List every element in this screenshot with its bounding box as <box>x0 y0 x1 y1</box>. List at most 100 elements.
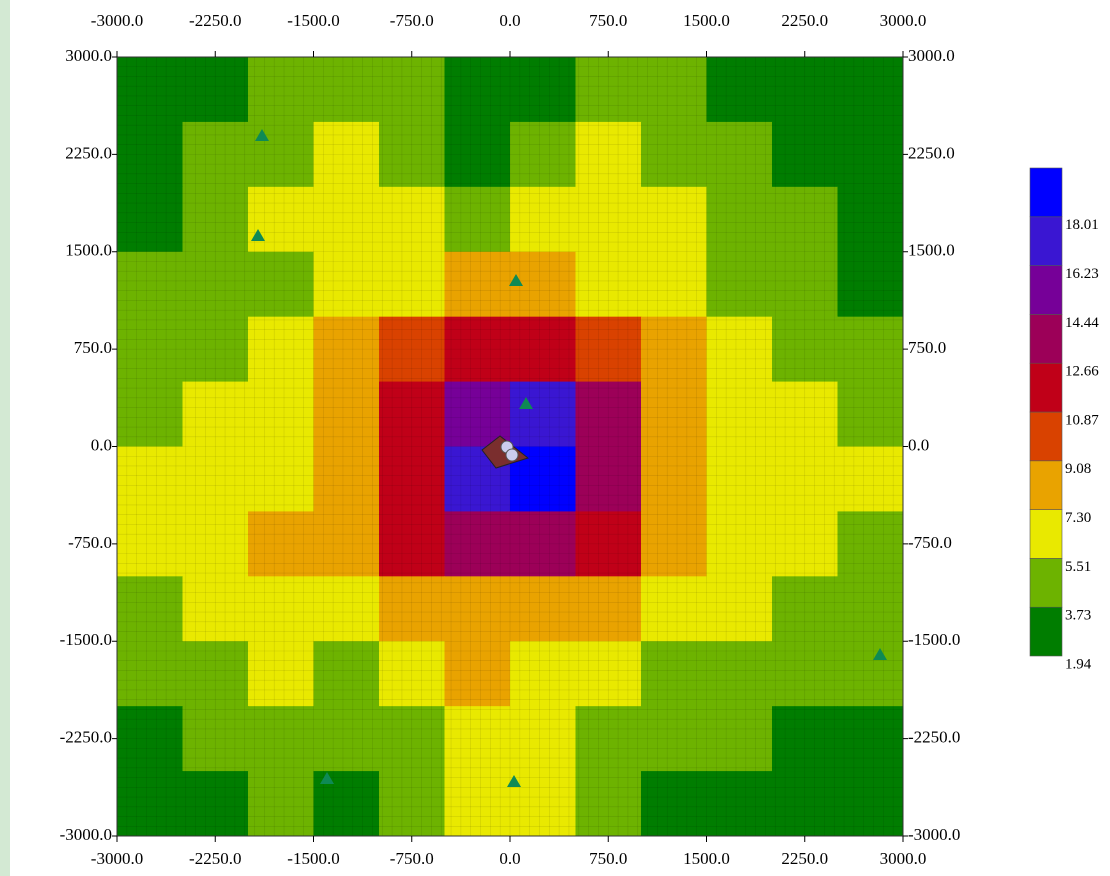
cell <box>772 57 838 123</box>
cell <box>772 511 838 577</box>
cell <box>641 641 707 707</box>
y-tick-label: 1500.0 <box>65 241 112 260</box>
receptor <box>519 397 533 409</box>
cell <box>444 641 511 707</box>
source <box>505 448 519 462</box>
cell <box>117 381 183 447</box>
cell <box>510 57 576 123</box>
cell <box>313 511 380 577</box>
x-tick-label: 750.0 <box>589 11 627 30</box>
cell <box>117 706 183 772</box>
cell <box>510 121 576 188</box>
legend-label: 7.30 <box>1065 510 1091 526</box>
cell <box>772 641 838 707</box>
x-tick-label: -3000.0 <box>91 849 143 868</box>
cell <box>837 316 904 383</box>
cell <box>641 511 707 577</box>
overlay <box>116 56 904 837</box>
cell <box>575 186 642 253</box>
cell <box>117 511 183 577</box>
cell <box>444 511 511 577</box>
cell <box>575 511 642 577</box>
cell <box>182 576 249 642</box>
x-tick-label: 2250.0 <box>781 849 828 868</box>
legend-label: 14.44 <box>1065 315 1099 331</box>
cell <box>837 251 904 318</box>
legend-label: 9.08 <box>1065 461 1091 477</box>
cell <box>706 511 773 577</box>
cell <box>837 771 904 837</box>
legend-label: 12.66 <box>1065 364 1099 380</box>
cell <box>117 771 183 837</box>
y-tick-label: 1500.0 <box>908 241 955 260</box>
receptor <box>509 274 523 286</box>
x-tick-label: 3000.0 <box>880 849 927 868</box>
y-tick-label: 0.0 <box>91 435 112 454</box>
cell <box>575 706 642 772</box>
cell <box>444 771 511 837</box>
cell <box>313 121 380 188</box>
cell <box>444 186 511 253</box>
receptor <box>507 775 521 787</box>
cell <box>182 251 249 318</box>
y-tick-label: -3000.0 <box>908 825 960 844</box>
cell <box>313 381 380 447</box>
cell <box>641 121 707 188</box>
cell <box>379 57 445 123</box>
cell <box>182 316 249 383</box>
cell <box>444 121 511 188</box>
cell <box>510 771 576 837</box>
cell <box>313 641 380 707</box>
cell <box>248 186 314 253</box>
cell <box>444 316 511 383</box>
cell <box>248 641 314 707</box>
cell <box>313 706 380 772</box>
legend-swatch <box>1029 216 1063 266</box>
y-tick-label: 0.0 <box>908 435 929 454</box>
cell <box>706 251 773 318</box>
cell <box>510 641 576 707</box>
legend-swatch <box>1029 606 1063 657</box>
cell <box>772 316 838 383</box>
cell <box>837 121 904 188</box>
cell <box>248 511 314 577</box>
cell <box>444 576 511 642</box>
cell <box>248 771 314 837</box>
cell <box>444 57 511 123</box>
cell <box>248 706 314 772</box>
cell <box>117 576 183 642</box>
cell <box>182 706 249 772</box>
cell <box>772 576 838 642</box>
legend-label: 1.94 <box>1065 656 1092 672</box>
cell <box>510 576 576 642</box>
receptor <box>873 648 887 660</box>
cell <box>379 381 445 447</box>
cell <box>510 316 576 383</box>
cell <box>379 576 445 642</box>
x-tick-label: 3000.0 <box>880 11 927 30</box>
x-tick-label: 750.0 <box>589 849 627 868</box>
cell <box>117 446 183 512</box>
receptor <box>251 229 265 241</box>
cell <box>444 706 511 772</box>
cell <box>641 576 707 642</box>
x-tick-label: -1500.0 <box>287 11 339 30</box>
legend-label: 10.87 <box>1065 412 1099 428</box>
y-tick-label: 750.0 <box>74 338 112 357</box>
cell <box>706 771 773 837</box>
legend-swatch <box>1029 460 1063 510</box>
legend-swatch <box>1029 362 1063 413</box>
x-tick-label: -3000.0 <box>91 11 143 30</box>
cell <box>706 706 773 772</box>
cell <box>641 381 707 447</box>
x-tick-label: 0.0 <box>499 849 520 868</box>
x-tick-label: 2250.0 <box>781 11 828 30</box>
x-tick-label: -750.0 <box>390 849 434 868</box>
cell <box>313 576 380 642</box>
cell <box>837 576 904 642</box>
cell <box>248 121 314 188</box>
cell <box>837 706 904 772</box>
y-tick-label: 2250.0 <box>908 143 955 162</box>
